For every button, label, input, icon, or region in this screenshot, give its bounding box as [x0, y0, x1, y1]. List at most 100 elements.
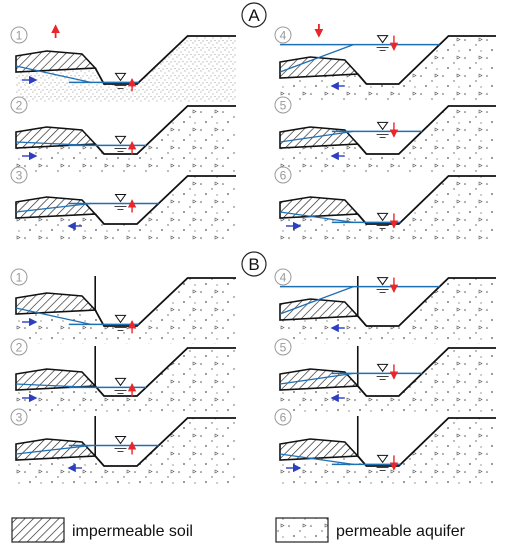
water-level-triangle-icon	[114, 194, 127, 203]
water-level-triangle-icon	[376, 212, 389, 222]
panel-number-circle	[10, 408, 28, 426]
panel-number-circle	[274, 408, 292, 426]
water-level-triangle-icon	[114, 314, 127, 324]
impermeable-soil-layer	[279, 368, 360, 391]
water-level-triangle-icon	[376, 363, 389, 373]
panel-number-circle	[274, 26, 292, 44]
impermeable-soil-layer	[15, 292, 97, 315]
channel-bank-outline	[357, 417, 496, 467]
panel-number-circle	[274, 166, 292, 184]
section-label-text: B	[248, 255, 259, 274]
channel-bank-outline	[357, 35, 496, 85]
panel-number: 3	[16, 411, 23, 425]
panel-number-badge: 3	[10, 166, 28, 184]
groundwater-table-line	[279, 285, 354, 315]
panel-A-4: 4	[274, 24, 496, 102]
panel-number-badge: 5	[274, 338, 292, 356]
channel-bank-outline	[357, 105, 496, 155]
water-level-triangle-icon	[114, 135, 127, 145]
channel-bank-outline	[357, 277, 496, 327]
water-level-triangle-icon	[376, 277, 389, 286]
panel-number-badge: 5	[274, 96, 292, 114]
panel-number-badge: 1	[10, 268, 28, 286]
section-label-text: A	[248, 6, 260, 25]
panel-number-circle	[10, 268, 28, 286]
channel-bank-outline	[94, 347, 236, 397]
impermeable-soil-layer	[279, 438, 360, 461]
permeable-aquifer	[16, 36, 236, 102]
channel-bank-outline	[357, 347, 496, 397]
channel-bank-outline	[94, 277, 236, 327]
groundwater-table-line	[279, 43, 354, 73]
panel-number-badge: 4	[274, 26, 292, 44]
panel-B-3: 3	[10, 24, 236, 484]
legend-impermeable: impermeable soil	[11, 517, 193, 543]
panel-number: 1	[16, 29, 23, 43]
panel-number-badge: 2	[10, 96, 28, 114]
permeable-aquifer	[16, 278, 236, 344]
panel-number: 4	[280, 271, 287, 285]
channel-bank-outline	[94, 417, 236, 467]
panel-B-4: 4	[274, 24, 496, 344]
panel-number-circle	[10, 166, 28, 184]
panel-number: 1	[16, 271, 23, 285]
permeable-aquifer	[280, 418, 496, 484]
panel-number: 6	[280, 411, 287, 425]
panel-A-5: 5	[274, 24, 496, 172]
channel-bank-outline	[94, 35, 236, 85]
water-level-triangle-icon	[114, 72, 127, 82]
section-label-B: B	[241, 251, 267, 277]
panel-number: 4	[280, 29, 287, 43]
groundwater-table-line	[279, 372, 354, 385]
panel-A-2: 2	[10, 24, 236, 172]
panel-number-badge: 1	[10, 26, 28, 44]
panel-number-badge: 6	[274, 408, 292, 426]
impermeable-soil-layer	[279, 196, 360, 219]
panel-number-circle	[274, 268, 292, 286]
water-level-triangle-icon	[376, 35, 389, 44]
channel-bank-outline	[94, 105, 236, 155]
panel-number: 5	[280, 341, 287, 355]
legend-impermeable-label: impermeable soil	[72, 523, 193, 540]
panel-A-3: 3	[10, 24, 236, 242]
section-label-circle	[241, 251, 267, 277]
groundwater-table-line	[279, 211, 354, 224]
channel-bank-outline	[357, 175, 496, 225]
panel-number-badge: 6	[274, 166, 292, 184]
permeable-aquifer	[16, 348, 236, 414]
panel-B-5: 5	[274, 24, 496, 414]
water-level-triangle-icon	[376, 454, 389, 464]
panel-number-badge: 4	[274, 268, 292, 286]
impermeable-soil-layer	[279, 56, 360, 79]
permeable-aquifer	[280, 176, 496, 242]
panel-number-badge: 2	[10, 338, 28, 356]
legend-permeable-label: permeable aquifer	[336, 523, 466, 540]
groundwater-table-line	[15, 444, 91, 455]
water-level-triangle-icon	[114, 377, 127, 387]
groundwater-table-line	[15, 141, 91, 147]
water-level-triangle-icon	[114, 436, 127, 445]
groundwater-table-line	[279, 453, 354, 466]
channel-bank-outline	[94, 175, 236, 225]
panel-B-6: 6	[274, 24, 496, 484]
panel-number: 5	[280, 99, 287, 113]
legend-impermeable-swatch	[11, 517, 65, 543]
section-label-A: A	[241, 2, 267, 28]
panel-number: 2	[16, 341, 23, 355]
panel-number: 6	[280, 169, 287, 183]
groundwater-table-line	[15, 383, 91, 389]
section-label-circle	[241, 2, 267, 28]
legend-permeable-swatch	[275, 517, 329, 543]
panel-B-1: 1	[10, 268, 236, 344]
panel-number-circle	[274, 338, 292, 356]
panel-number: 2	[16, 99, 23, 113]
groundwater-table-line	[15, 307, 91, 326]
panel-number-circle	[10, 96, 28, 114]
impermeable-soil-layer	[279, 126, 360, 149]
impermeable-soil-layer	[279, 298, 360, 321]
panel-number-circle	[274, 96, 292, 114]
water-level-triangle-icon	[376, 121, 389, 131]
permeable-aquifer	[16, 106, 236, 172]
panel-number: 3	[16, 169, 23, 183]
